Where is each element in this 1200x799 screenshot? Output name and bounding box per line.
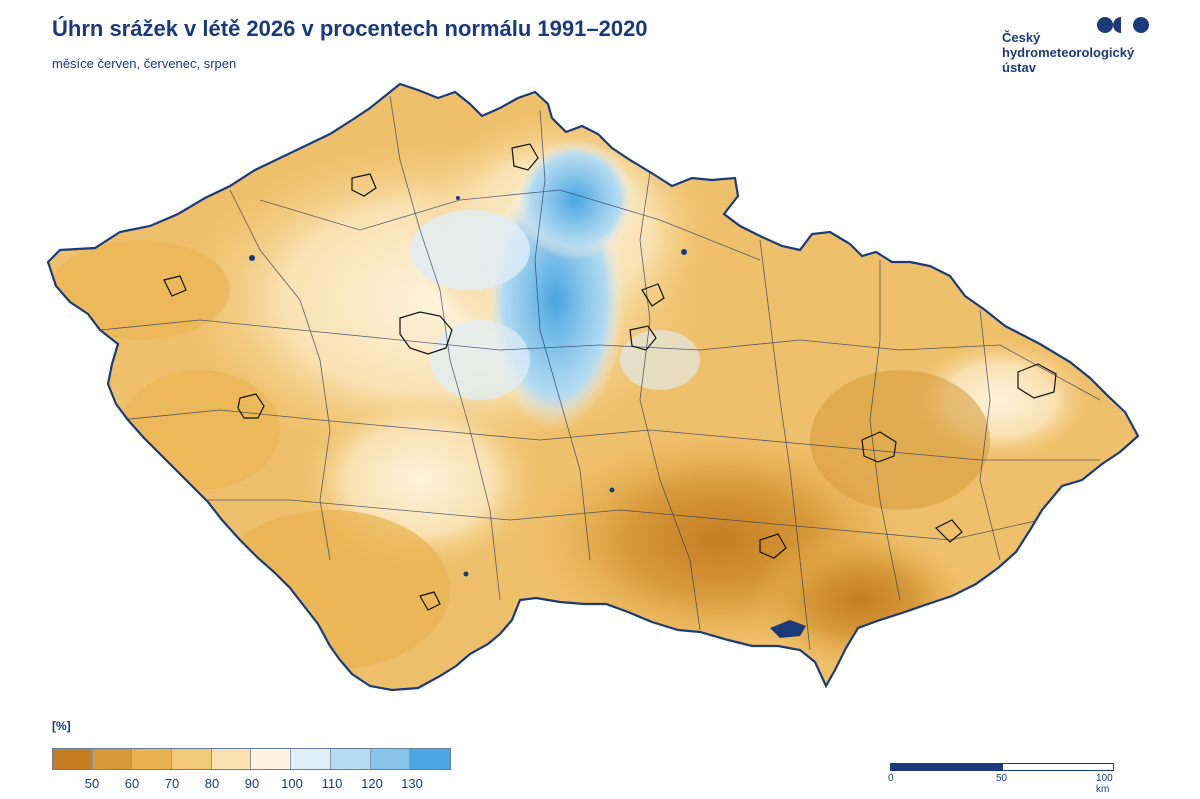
- legend-swatch: [172, 749, 212, 769]
- logo-line: Český: [1002, 30, 1041, 45]
- logo-text: Český hydrometeorologický ústav: [1002, 30, 1134, 75]
- legend-bar: [52, 748, 451, 770]
- legend-tick-label: 50: [84, 776, 100, 791]
- scale-segment-dark: [890, 763, 1002, 771]
- scale-label: 50: [996, 773, 1008, 784]
- legend-tick-label: 60: [124, 776, 140, 791]
- legend-swatch: [132, 749, 173, 769]
- legend-tick-label: 120: [361, 776, 383, 791]
- legend-swatch: [410, 749, 450, 769]
- legend-swatch: [92, 749, 133, 769]
- legend-tick-label: 70: [164, 776, 180, 791]
- legend-tick-label: 100: [281, 776, 303, 791]
- scale-segment-light: [1002, 763, 1114, 771]
- page-title: Úhrn srážek v létě 2026 v procentech nor…: [52, 16, 648, 41]
- scale-label: 0: [888, 773, 894, 784]
- water-bodies: [249, 196, 806, 638]
- legend-tick-label: 80: [204, 776, 220, 791]
- precipitation-map: [46, 82, 1140, 692]
- logo-line: ústav: [1002, 60, 1036, 75]
- scale-label: 100 km: [1096, 773, 1113, 795]
- legend-tick-label: 130: [401, 776, 423, 791]
- legend-ticks: 50 60 70 80 90 100 110 120 130: [52, 776, 452, 792]
- legend-swatch: [251, 749, 292, 769]
- legend-unit: [%]: [52, 719, 71, 733]
- legend-swatch: [370, 749, 411, 769]
- legend-tick-label: 110: [321, 776, 343, 791]
- legend-tick-label: 90: [244, 776, 260, 791]
- scale-bar: 0 50 100 km: [888, 760, 1120, 796]
- city-outlines: [163, 143, 1057, 611]
- legend-swatch: [53, 749, 93, 769]
- legend-swatch: [330, 749, 371, 769]
- page-subtitle: měsíce červen, červenec, srpen: [52, 56, 237, 71]
- legend-swatch: [211, 749, 252, 769]
- precipitation-field: [48, 84, 1138, 690]
- district-borders: [99, 95, 1101, 651]
- chmi-logo: Český hydrometeorologický ústav: [1000, 14, 1170, 84]
- logo-line: hydrometeorologický: [1002, 45, 1135, 60]
- logo-dots-icon: [1097, 17, 1149, 33]
- legend-swatch: [291, 749, 331, 769]
